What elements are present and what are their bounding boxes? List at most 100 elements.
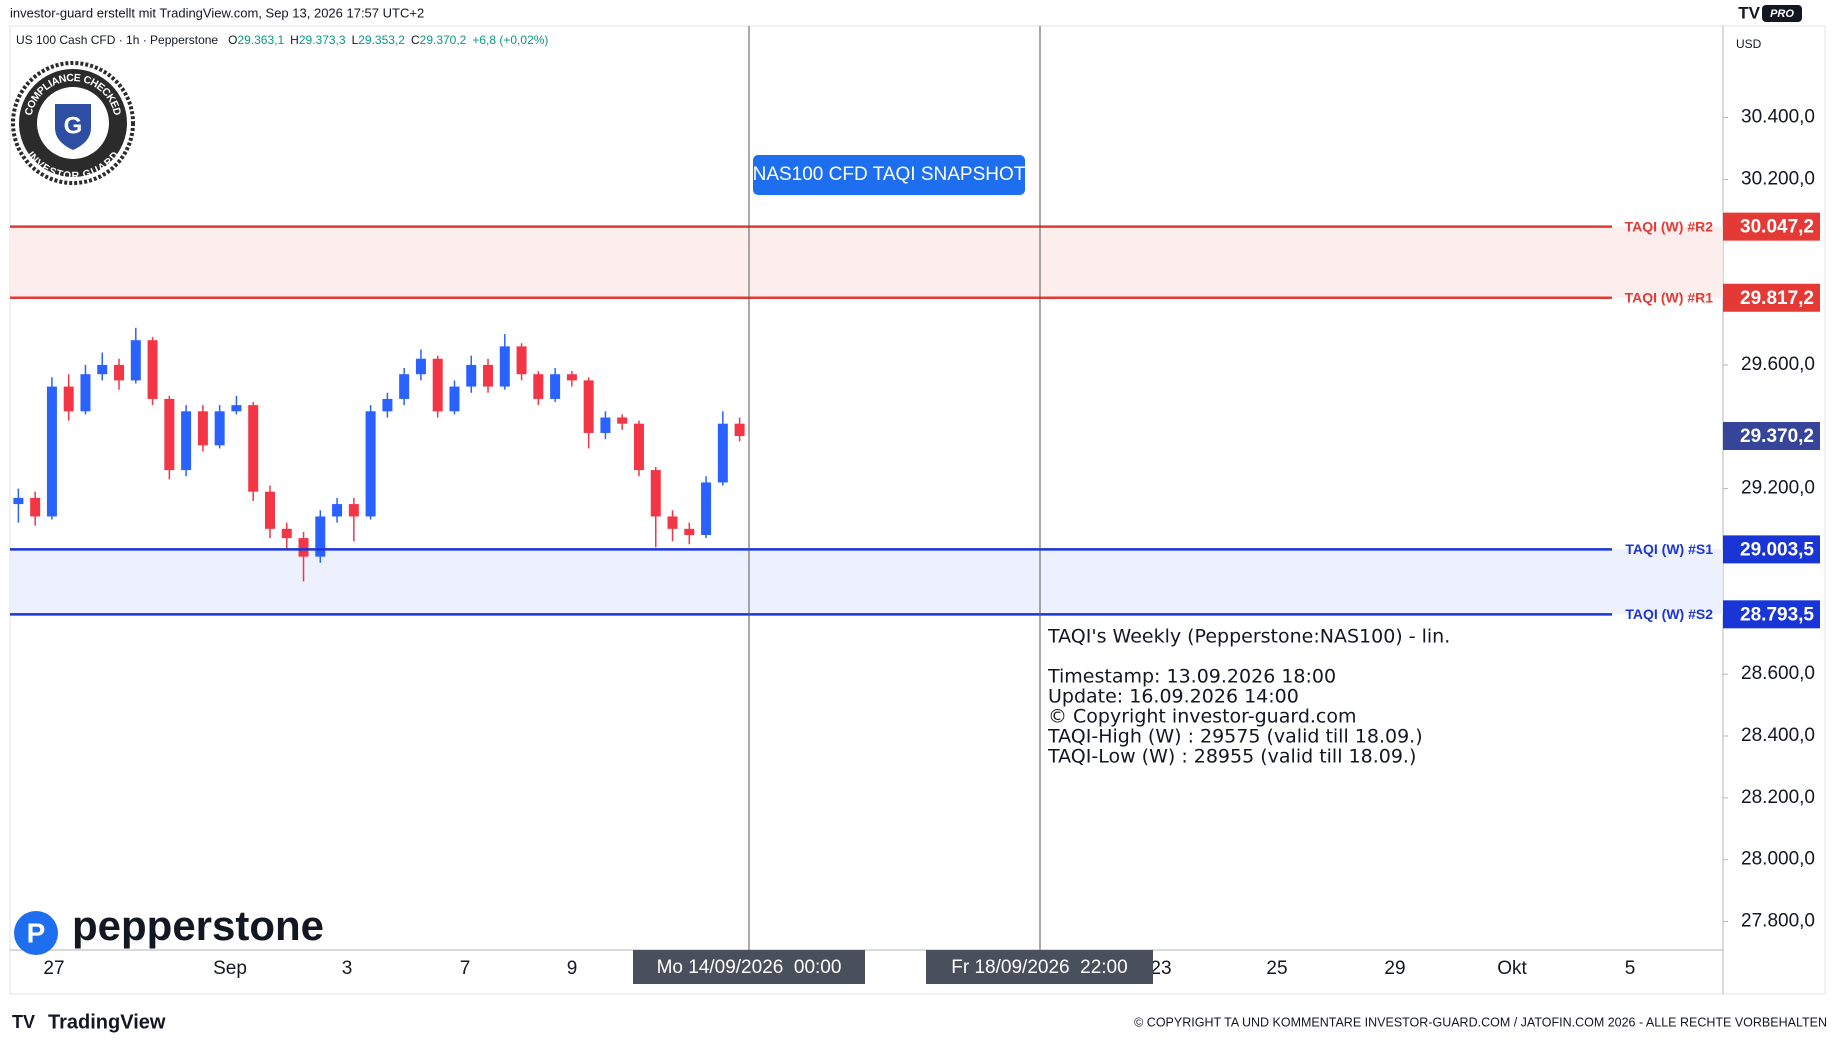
plot: TAQI (W) #R2 TAQI (W) #R1 TAQI (W) #S1 TAQI… <box>10 218 1723 622</box>
candle-body <box>667 516 678 529</box>
footer-tv-mark: TV <box>12 1012 35 1032</box>
candle-body <box>466 364 477 387</box>
pro-text: PRO <box>1770 8 1794 20</box>
y-tick-label: 28.600,0 <box>1741 663 1815 684</box>
badge-shield <box>55 104 91 150</box>
button-label[interactable]: NAS100 CFD TAQI SNAPSHOT <box>753 164 1026 185</box>
legend-part: 29.353,2 <box>358 33 405 47</box>
last-price-tag <box>1723 421 1820 450</box>
candle-body <box>147 340 158 399</box>
info-box: TAQI's Weekly (Pepperstone:NAS100) - lin… <box>1047 626 1450 768</box>
candle-body <box>30 497 41 517</box>
legend-text: US 100 Cash CFD · 1h · Pepperstone O29.36… <box>16 33 548 47</box>
snapshot-button[interactable]: NAS100 CFD TAQI SNAPSHOT <box>753 155 1026 195</box>
candle-body <box>164 398 175 471</box>
legend-part: O <box>228 33 237 47</box>
candle-body <box>130 340 141 381</box>
candle-body <box>717 423 728 483</box>
candle-body <box>701 482 712 536</box>
x-tick-label: 29 <box>1384 958 1405 979</box>
crosshair-label: Fr 18/09/2026 22:00 <box>951 957 1127 978</box>
candle-body <box>80 374 91 412</box>
y-tick-label: 28.400,0 <box>1741 725 1815 746</box>
candle-body <box>197 411 208 446</box>
legend-part: C <box>411 33 420 47</box>
level-name: TAQI (W) #S2 <box>1625 606 1713 622</box>
tv-pro-logo: TV PRO <box>1738 3 1802 22</box>
candle-body <box>365 411 376 517</box>
y-tick-label: 28.000,0 <box>1741 849 1815 870</box>
price-tag <box>1723 283 1820 312</box>
candle-body <box>516 346 527 375</box>
candle-body <box>499 346 510 387</box>
badge-letter: G <box>64 112 83 139</box>
candle-body <box>97 364 108 375</box>
level-zone <box>10 226 1723 298</box>
x-tick-label: 7 <box>460 958 471 979</box>
pepperstone-logo: P pepperstone <box>14 902 324 955</box>
candle-body <box>298 538 309 557</box>
candle-body <box>248 405 259 492</box>
candle-body <box>264 491 275 529</box>
chart-frame <box>9 25 1826 995</box>
y-tick-label: 30.400,0 <box>1741 107 1815 128</box>
candle-body <box>13 497 24 505</box>
button-bg[interactable] <box>753 155 1025 195</box>
x-tick-label: 3 <box>342 958 353 979</box>
x-tick-label: 9 <box>567 958 578 979</box>
level-zone <box>10 549 1723 615</box>
legend-part: H <box>290 33 299 47</box>
pro-box <box>1762 5 1802 22</box>
x-tick-label: 5 <box>1625 958 1636 979</box>
x-tick-label: Okt <box>1497 958 1527 979</box>
footer-brand: TradingView <box>48 1011 166 1033</box>
candle-body <box>533 374 544 399</box>
level-name: TAQI (W) #S1 <box>1625 541 1713 557</box>
y-tick-label: 29.600,0 <box>1741 354 1815 375</box>
candle-body <box>483 364 494 387</box>
candle-body <box>46 386 57 517</box>
candle-body <box>399 374 410 399</box>
crosshair-label-bg <box>633 950 865 984</box>
info-line: TAQI-Low (W) : 28955 (valid till 18.09.) <box>1047 746 1416 768</box>
y-tick-label: 27.800,0 <box>1741 911 1815 932</box>
candle-body <box>449 386 460 412</box>
legend-part: 29.370,2 <box>420 33 467 47</box>
y-tick-label: 28.200,0 <box>1741 787 1815 808</box>
info-line: © Copyright investor-guard.com <box>1048 706 1357 728</box>
candle-body <box>63 386 74 412</box>
info-line: Timestamp: 13.09.2026 18:00 <box>1047 666 1336 688</box>
candle-body <box>382 398 393 412</box>
candle-body <box>214 411 225 446</box>
y-tick-label: 29.200,0 <box>1741 478 1815 499</box>
candle-body <box>550 374 561 399</box>
info-title: TAQI's Weekly (Pepperstone:NAS100) - lin… <box>1047 626 1450 648</box>
price-tag-label: 28.793,5 <box>1740 604 1814 625</box>
candle-body <box>332 504 343 517</box>
info-line: Update: 16.09.2026 14:00 <box>1048 686 1299 708</box>
broker-icon-letter: P <box>27 917 46 948</box>
price-tag-label: 29.003,5 <box>1740 539 1814 560</box>
compliance-badge: COMPLIANCE CHECKED INVESTOR GUARD G <box>11 61 135 185</box>
broker-icon <box>14 911 58 955</box>
x-tick-label: Sep <box>213 958 247 979</box>
footer: TV TradingView © COPYRIGHT TA UND KOMMEN… <box>12 1011 1827 1033</box>
symbol-legend: US 100 Cash CFD · 1h · Pepperstone O29.36… <box>16 33 548 47</box>
crosshair-label-bg <box>926 950 1153 984</box>
candle-body <box>583 380 594 433</box>
x-tick-label: 23 <box>1150 958 1171 979</box>
info-line: TAQI-High (W) : 29575 (valid till 18.09.… <box>1047 726 1423 748</box>
candle-body <box>315 516 326 557</box>
candle-body <box>600 417 611 433</box>
candle-body <box>348 504 359 517</box>
candle-body <box>114 364 125 381</box>
level-name: TAQI (W) #R2 <box>1625 218 1714 234</box>
currency: USD <box>1736 37 1762 51</box>
candle-body <box>684 528 695 536</box>
candle-body <box>181 411 192 471</box>
broker-name: pepperstone <box>72 902 324 949</box>
candle-body <box>734 423 745 436</box>
price-tag-label: 30.047,2 <box>1740 217 1814 238</box>
x-tick-label: 25 <box>1266 958 1287 979</box>
